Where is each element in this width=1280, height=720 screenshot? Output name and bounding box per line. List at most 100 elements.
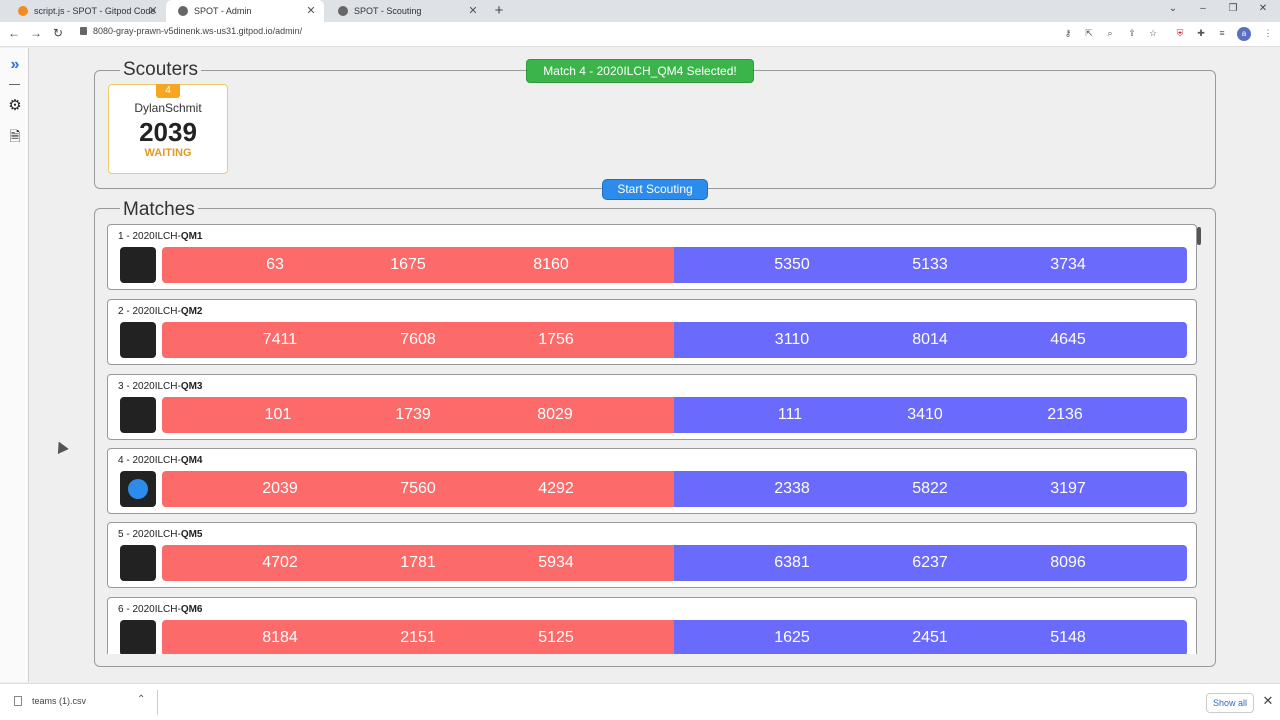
- scouters-title: Scouters: [120, 60, 201, 80]
- puzzle-extension-icon[interactable]: ✚: [1197, 28, 1205, 38]
- red-team-3: 5125: [538, 629, 574, 646]
- blue-team-3: 2136: [1047, 406, 1083, 423]
- chevron-up-icon[interactable]: ⌃: [137, 694, 146, 705]
- red-team-3: 5934: [538, 554, 574, 571]
- blue-team-2: 6237: [912, 554, 948, 571]
- close-tab-icon[interactable]: ✕: [306, 5, 316, 17]
- red-team-2: 1739: [395, 406, 431, 423]
- scouters-panel: [94, 70, 1216, 189]
- close-tab-icon[interactable]: ✕: [468, 5, 478, 17]
- match-label: 6 - 2020ILCH-QM6: [118, 604, 203, 615]
- tab-gitpod-code[interactable]: script.js - SPOT - Gitpod Code ✕: [6, 0, 166, 22]
- match-label: 2 - 2020ILCH-QM2: [118, 306, 203, 317]
- red-alliance: 4702 1781 5934: [162, 545, 674, 581]
- red-team-3: 4292: [538, 480, 574, 497]
- tab-spot-scouting[interactable]: SPOT - Scouting ✕: [326, 0, 486, 22]
- restore-icon[interactable]: ❐: [1228, 3, 1238, 14]
- app-sidebar: » ⚙ 🗎: [0, 48, 29, 682]
- back-icon[interactable]: ←: [8, 26, 20, 40]
- match-status-indicator: [120, 322, 156, 358]
- downloads-divider: [157, 690, 158, 715]
- gear-icon[interactable]: ⚙: [8, 97, 22, 114]
- red-team-3: 8160: [533, 256, 569, 273]
- new-tab-icon[interactable]: +: [494, 2, 504, 19]
- share-icon[interactable]: ⇪: [1128, 28, 1136, 38]
- red-alliance: 63 1675 8160: [162, 247, 674, 283]
- blue-team-1: 1625: [774, 629, 810, 646]
- blue-team-2: 3410: [907, 406, 943, 423]
- matches-scrollbar[interactable]: [1197, 227, 1201, 245]
- bookmark-star-icon[interactable]: ☆: [1148, 28, 1158, 38]
- reading-list-icon[interactable]: ≡: [1219, 28, 1225, 38]
- match-label: 5 - 2020ILCH-QM5: [118, 529, 203, 540]
- file-download-icon[interactable]: 🗎: [9, 128, 21, 144]
- red-alliance: 7411 7608 1756: [162, 322, 674, 358]
- tab-title: SPOT - Admin: [194, 6, 252, 16]
- match-row[interactable]: 6 - 2020ILCH-QM6 8184 2151 5125 1625 245…: [107, 597, 1197, 654]
- scouter-number-badge: 4: [156, 84, 180, 98]
- red-team-1: 8184: [262, 629, 298, 646]
- match-status-indicator: [120, 620, 156, 654]
- blue-team-2: 5133: [912, 256, 948, 273]
- download-item[interactable]: teams (1).csv: [14, 696, 86, 706]
- red-team-2: 1781: [400, 554, 436, 571]
- blue-team-2: 2451: [912, 629, 948, 646]
- red-team-2: 7608: [400, 331, 436, 348]
- blue-team-3: 3734: [1050, 256, 1086, 273]
- blue-alliance: 6381 6237 8096: [674, 545, 1187, 581]
- match-label: 3 - 2020ILCH-QM3: [118, 381, 203, 392]
- close-downloads-icon[interactable]: ✕: [1262, 693, 1274, 708]
- start-scouting-button[interactable]: Start Scouting: [602, 179, 708, 200]
- red-team-2: 2151: [400, 629, 436, 646]
- shield-extension-icon[interactable]: ⛨: [1176, 28, 1184, 38]
- profile-avatar[interactable]: a: [1237, 27, 1251, 41]
- blue-team-2: 8014: [912, 331, 948, 348]
- blue-alliance: 5350 5133 3734: [674, 247, 1187, 283]
- mouse-cursor-icon: [53, 438, 69, 455]
- minimize-icon[interactable]: –: [1200, 3, 1206, 14]
- scouter-team-number: 2039: [139, 117, 197, 147]
- blue-alliance: 2338 5822 3197: [674, 471, 1187, 507]
- blue-team-1: 6381: [774, 554, 810, 571]
- tab-search-icon[interactable]: ⌄: [1168, 3, 1178, 14]
- match-selected-toast: Match 4 - 2020ILCH_QM4 Selected!: [526, 59, 754, 83]
- zoom-icon[interactable]: ⌕: [1107, 28, 1113, 38]
- scouter-card[interactable]: 4 DylanSchmit 2039 WAITING: [108, 84, 228, 174]
- file-icon: [14, 696, 22, 706]
- menu-kebab-icon[interactable]: ⋮: [1263, 28, 1273, 38]
- key-icon[interactable]: ⚷: [1064, 28, 1072, 38]
- blue-team-1: 2338: [774, 480, 810, 497]
- reload-icon[interactable]: ↻: [52, 26, 64, 40]
- close-window-icon[interactable]: ✕: [1258, 3, 1268, 14]
- address-bar[interactable]: 8080-gray-prawn-v5dinenk.ws-us31.gitpod.…: [80, 26, 302, 36]
- matches-list[interactable]: 1 - 2020ILCH-QM1 63 1675 8160 5350 5133 …: [95, 222, 1215, 654]
- blue-team-3: 3197: [1050, 480, 1086, 497]
- match-row[interactable]: 5 - 2020ILCH-QM5 4702 1781 5934 6381 623…: [107, 522, 1197, 588]
- red-team-3: 8029: [537, 406, 573, 423]
- blue-team-3: 8096: [1050, 554, 1086, 571]
- match-row[interactable]: 1 - 2020ILCH-QM1 63 1675 8160 5350 5133 …: [107, 224, 1197, 290]
- match-row[interactable]: 2 - 2020ILCH-QM2 7411 7608 1756 3110 801…: [107, 299, 1197, 365]
- close-tab-icon[interactable]: ✕: [148, 5, 158, 17]
- red-team-1: 4702: [262, 554, 298, 571]
- blue-alliance: 111 3410 2136: [674, 397, 1187, 433]
- gitpod-favicon-icon: [18, 6, 28, 16]
- blue-team-1: 111: [777, 406, 803, 423]
- blue-team-3: 4645: [1050, 331, 1086, 348]
- chevrons-right-icon[interactable]: »: [10, 56, 20, 73]
- tab-spot-admin[interactable]: SPOT - Admin ✕: [166, 0, 324, 22]
- url-text: 8080-gray-prawn-v5dinenk.ws-us31.gitpod.…: [93, 26, 303, 36]
- forward-icon[interactable]: →: [30, 26, 42, 40]
- blue-team-3: 5148: [1050, 629, 1086, 646]
- open-external-icon[interactable]: ⇱: [1085, 28, 1093, 38]
- scouter-status: WAITING: [144, 147, 192, 159]
- show-all-button[interactable]: Show all: [1206, 693, 1254, 713]
- red-alliance: 101 1739 8029: [162, 397, 674, 433]
- match-row-selected[interactable]: 4 - 2020ILCH-QM4 2039 7560 4292 2338 582…: [107, 448, 1197, 514]
- blue-team-1: 3110: [774, 331, 810, 348]
- sidebar-divider: [9, 84, 20, 85]
- download-filename: teams (1).csv: [32, 696, 87, 706]
- red-alliance: 8184 2151 5125: [162, 620, 674, 654]
- match-row[interactable]: 3 - 2020ILCH-QM3 101 1739 8029 111 3410 …: [107, 374, 1197, 440]
- red-team-2: 1675: [390, 256, 426, 273]
